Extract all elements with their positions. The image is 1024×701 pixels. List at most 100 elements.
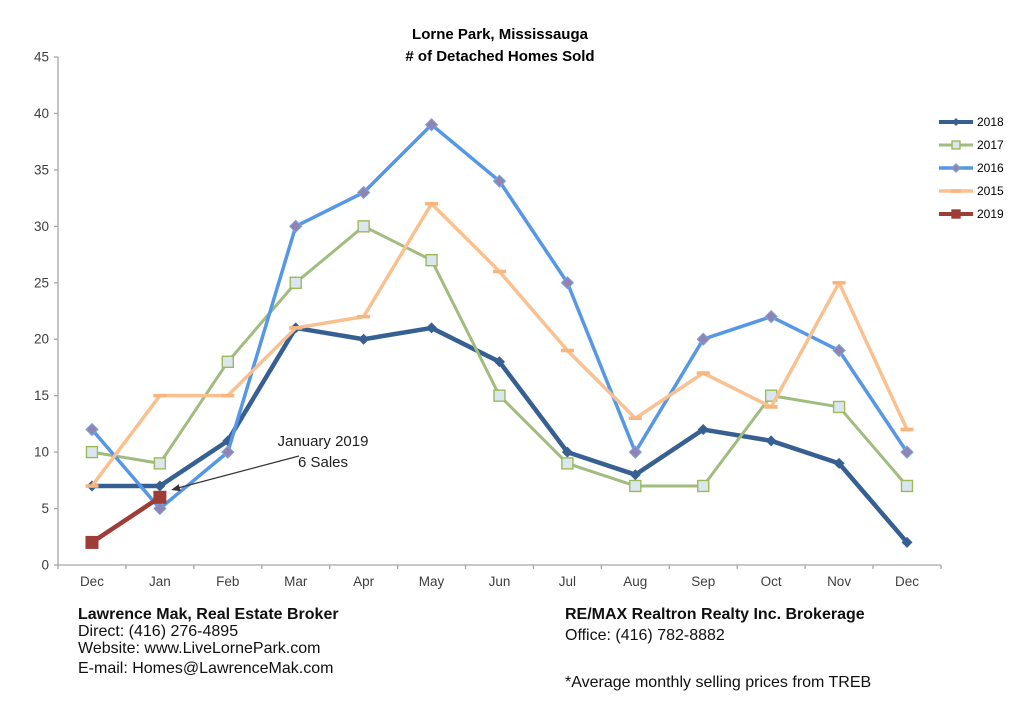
legend-label-2017: 2017 [977,137,1004,152]
marker-dash-2015 [832,280,846,285]
x-tick-label: Dec [895,574,919,589]
legend-label-2018: 2018 [977,114,1004,129]
legend-label-2016: 2016 [977,160,1004,175]
marker-dash-2015 [425,201,439,206]
marker-dash-2015 [560,348,574,353]
marker-square-2019 [85,535,99,549]
annotation-line2: 6 Sales [297,454,349,471]
marker-dash-2015 [696,371,710,375]
marker-dash-2015 [951,188,961,193]
marker-dash-2015 [153,393,167,398]
marker-diamond-2016 [560,276,575,290]
marker-diamond-2016 [950,162,962,173]
marker-dash-2015 [764,405,778,409]
marker-square-2017 [289,276,302,289]
series-2018 [86,322,913,548]
marker-diamond-2018 [493,356,505,368]
marker-diamond-2016 [900,445,914,459]
broker-email: E-mail: Homes@LawrenceMak.com [78,660,334,677]
marker-diamond-2018 [358,333,370,345]
x-tick-label: Feb [216,574,239,589]
marker-dash-2015 [900,427,914,432]
y-tick-label: 30 [34,219,49,234]
marker-diamond-2016 [85,422,99,437]
marker-diamond-2018 [561,446,573,458]
legend-item-2019: 2019 [938,202,1004,225]
marker-square-2017 [697,479,710,493]
series-2016 [85,118,914,516]
y-tick-label: 45 [34,50,49,65]
marker-square-2017 [357,220,370,233]
series-2015 [85,201,914,488]
marker-square-2017 [561,457,574,470]
marker-dash-2015 [492,269,506,274]
legend-swatch-2019 [939,208,973,219]
marker-dash-2015 [628,416,642,421]
marker-diamond-2018 [426,322,438,334]
treb-note: *Average monthly selling prices from TRE… [565,674,872,691]
legend-item-2015: 2015 [938,179,1004,202]
marker-diamond-2018 [697,424,709,436]
chart-title: Lorne Park, Mississauga # of Detached Ho… [58,24,942,68]
marker-dash-2015 [221,393,235,398]
annotation-line1: January 2019 [277,433,369,450]
annotation-arrowhead [171,484,181,492]
legend-swatch-2016 [939,162,973,173]
y-tick-label: 20 [34,332,49,347]
legend-swatch-2015 [939,188,973,193]
legend-swatch-2018 [939,117,973,126]
broker-website: Website: www.LiveLornePark.com [78,640,321,657]
marker-diamond-2018 [765,435,777,447]
marker-diamond-2016 [764,309,778,324]
marker-diamond-2018 [901,536,913,548]
marker-square-2019 [951,208,961,219]
brokerage-name: RE/MAX Realtron Realty Inc. Brokerage [565,606,865,623]
chart-title-line2: # of Detached Homes Sold [405,48,595,65]
broker-name: Lawrence Mak, Real Estate Broker [78,606,339,623]
marker-diamond-2018 [629,469,641,481]
y-tick-label: 40 [34,106,49,121]
marker-diamond-2016 [628,445,643,459]
marker-diamond-2016 [832,343,846,358]
footer-brokerage-info: RE/MAX Realtron Realty Inc. Brokerage Of… [565,606,871,691]
annotation-january-2019: January 2019 6 Sales [247,431,399,473]
x-tick-label: Sep [691,574,715,589]
y-tick-label: 25 [34,275,49,290]
legend-item-2016: 2016 [938,156,1004,179]
x-tick-label: Mar [284,574,308,589]
marker-square-2017 [493,389,506,402]
marker-diamond-2016 [153,501,167,516]
x-tick-label: Jun [489,574,511,589]
x-tick-label: Oct [761,574,782,589]
marker-diamond-2016 [356,185,371,200]
series-line-2019 [89,495,163,545]
legend-swatch-2017 [939,139,973,150]
series-2017 [85,220,914,493]
series-2019 [85,490,167,549]
x-tick-label: Apr [353,574,375,589]
marker-square-2017 [951,139,961,150]
x-tick-label: Jan [149,574,171,589]
x-tick-label: Aug [623,574,647,589]
x-tick-label: Jul [559,574,576,589]
marker-square-2017 [900,479,914,493]
x-tick-label: May [419,574,445,589]
marker-square-2017 [221,355,235,368]
x-tick-label: Nov [827,574,851,589]
legend-item-2018: 2018 [938,110,1004,133]
marker-dash-2015 [357,314,371,319]
legend: 2018 2017 2016 2015 2019 [938,110,1004,225]
y-tick-label: 5 [41,501,49,516]
legend-label-2015: 2015 [977,183,1004,198]
marker-square-2019 [153,490,167,504]
brokerage-office: Office: (416) 782-8882 [565,627,725,644]
chart-title-line1: Lorne Park, Mississauga [412,26,588,43]
marker-diamond-2016 [696,332,710,346]
y-tick-label: 35 [34,162,49,177]
marker-diamond-2018 [154,480,166,492]
legend-label-2019: 2019 [977,206,1004,221]
annotation-arrow-line [177,455,300,489]
marker-square-2017 [153,457,167,470]
